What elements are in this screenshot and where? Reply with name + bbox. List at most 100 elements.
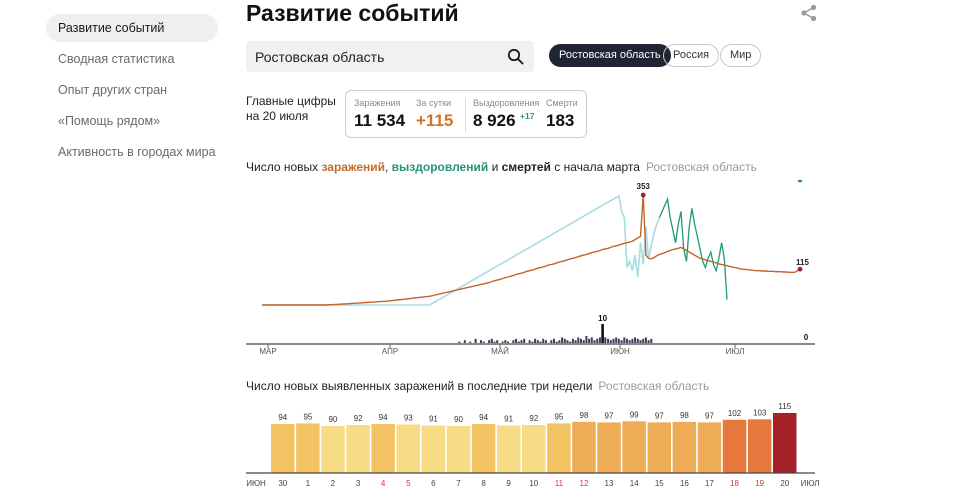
- bar-category-label: 15: [655, 479, 664, 488]
- x-tick-label: МАР: [259, 347, 276, 356]
- bar-value-label: 92: [529, 414, 538, 423]
- x-tick-label: ИЮЛ: [726, 347, 745, 356]
- death-bar: [574, 340, 577, 343]
- death-bar: [626, 338, 628, 343]
- bar-category-label: 19: [755, 479, 764, 488]
- death-bar: [550, 340, 553, 343]
- x-tick-label: ИЮН: [610, 347, 630, 356]
- infections-line: [262, 194, 801, 306]
- sidebar-item-summary[interactable]: Сводная статистика: [58, 52, 175, 66]
- death-bar: [542, 338, 545, 343]
- bar-value-label: 102: [728, 409, 742, 418]
- bar-value-label: 98: [680, 411, 689, 420]
- sidebar-item-help-nearby[interactable]: «Помощь рядом»: [58, 114, 161, 128]
- death-bar: [642, 338, 645, 343]
- line-chart: МАР АПР МАЙ ИЮН ИЮЛ 353 115 17 10 0: [246, 180, 815, 356]
- death-bar: [598, 337, 601, 343]
- death-bar: [634, 337, 637, 343]
- recovered-delta: +17: [520, 111, 535, 121]
- bar-caption-text: Число новых выявленных заражений в после…: [246, 379, 593, 393]
- bar-chart-caption: Число новых выявленных заражений в после…: [246, 379, 709, 393]
- death-bar: [604, 337, 607, 343]
- caption-prefix: Число новых: [246, 160, 322, 174]
- death-bar: [607, 338, 610, 343]
- bar-value-label: 98: [580, 411, 589, 420]
- death-bar: [617, 338, 620, 343]
- death-bar: [623, 337, 626, 343]
- bar-value-label: 94: [379, 413, 388, 422]
- caption-sep2: и: [488, 160, 502, 174]
- death-bar: [463, 340, 466, 343]
- death-bar: [644, 337, 647, 343]
- bar: [572, 421, 596, 473]
- main-figures-title: Главные цифры: [246, 94, 336, 108]
- death-bar: [555, 341, 558, 343]
- peak-death-bar: [601, 324, 604, 343]
- search-input[interactable]: [246, 41, 505, 72]
- bar-value-label: 90: [454, 415, 463, 424]
- bar-category-label: 13: [605, 479, 614, 488]
- bar-category-label: 8: [481, 479, 486, 488]
- death-bar: [528, 340, 531, 343]
- recoveries-line-dark: [658, 196, 728, 300]
- bar: [522, 425, 546, 473]
- region-pill-russia[interactable]: Россия: [663, 44, 720, 67]
- death-bar: [561, 337, 564, 343]
- caption-suffix: с начала марта: [550, 160, 640, 174]
- death-bar: [520, 340, 523, 343]
- bar-value-label: 90: [328, 415, 337, 424]
- death-bar: [488, 340, 491, 343]
- bar-category-label: 12: [580, 479, 589, 488]
- death-bar: [588, 338, 591, 343]
- bar-category-label: 17: [705, 479, 714, 488]
- bar: [371, 424, 395, 473]
- search-icon[interactable]: [507, 48, 524, 65]
- death-bar: [566, 340, 569, 343]
- bar: [321, 426, 345, 473]
- infections-caption: Заражения: [354, 98, 401, 108]
- death-bar: [639, 340, 642, 343]
- death-bar: [553, 338, 555, 343]
- line-chart-caption: Число новых заражений, выздоровлений и с…: [246, 160, 757, 174]
- death-bar: [585, 336, 588, 343]
- bar: [597, 422, 621, 473]
- daily-value: +115: [416, 111, 454, 130]
- sidebar-item-events[interactable]: Развитие событий: [46, 14, 218, 42]
- figures-divider: [465, 98, 466, 132]
- bar-value-label: 103: [753, 408, 767, 417]
- share-icon[interactable]: [799, 4, 819, 22]
- death-bar: [504, 340, 507, 343]
- death-bar: [474, 338, 477, 343]
- region-pill-rostov[interactable]: Ростовская область: [549, 44, 671, 67]
- caption-sep1: ,: [385, 160, 392, 174]
- peak-deaths-label: 10: [598, 314, 607, 323]
- bar-category-label: 11: [555, 479, 564, 488]
- region-pill-world[interactable]: Мир: [720, 44, 762, 67]
- death-bar: [496, 340, 499, 343]
- death-bar: [544, 340, 547, 343]
- main-figures-label: Главные цифры на 20 июля: [246, 94, 336, 124]
- death-bar: [596, 338, 599, 343]
- bar-value-label: 99: [630, 410, 639, 419]
- death-bar: [517, 341, 520, 343]
- bar: [446, 426, 471, 473]
- death-bar: [650, 338, 653, 343]
- death-bar: [582, 340, 585, 343]
- main-figures-date: на 20 июля: [246, 109, 309, 123]
- last-deaths-label: 0: [804, 333, 809, 342]
- death-bar: [609, 340, 612, 343]
- bar: [471, 424, 496, 473]
- bar-month-end: ИЮЛ: [801, 479, 820, 488]
- death-bar: [593, 340, 596, 343]
- bar-category-label: 18: [730, 479, 739, 488]
- death-bar: [563, 338, 566, 343]
- death-bar: [539, 341, 542, 343]
- sidebar-item-city-activity[interactable]: Активность в городах мира: [58, 145, 216, 159]
- bar-category-label: 5: [406, 479, 411, 488]
- death-bar: [469, 341, 472, 343]
- bar-value-label: 95: [303, 412, 312, 421]
- sidebar-item-other-countries[interactable]: Опыт других стран: [58, 83, 168, 97]
- bar-category-label: 6: [431, 479, 436, 488]
- bar: [773, 413, 797, 473]
- bar: [622, 421, 646, 473]
